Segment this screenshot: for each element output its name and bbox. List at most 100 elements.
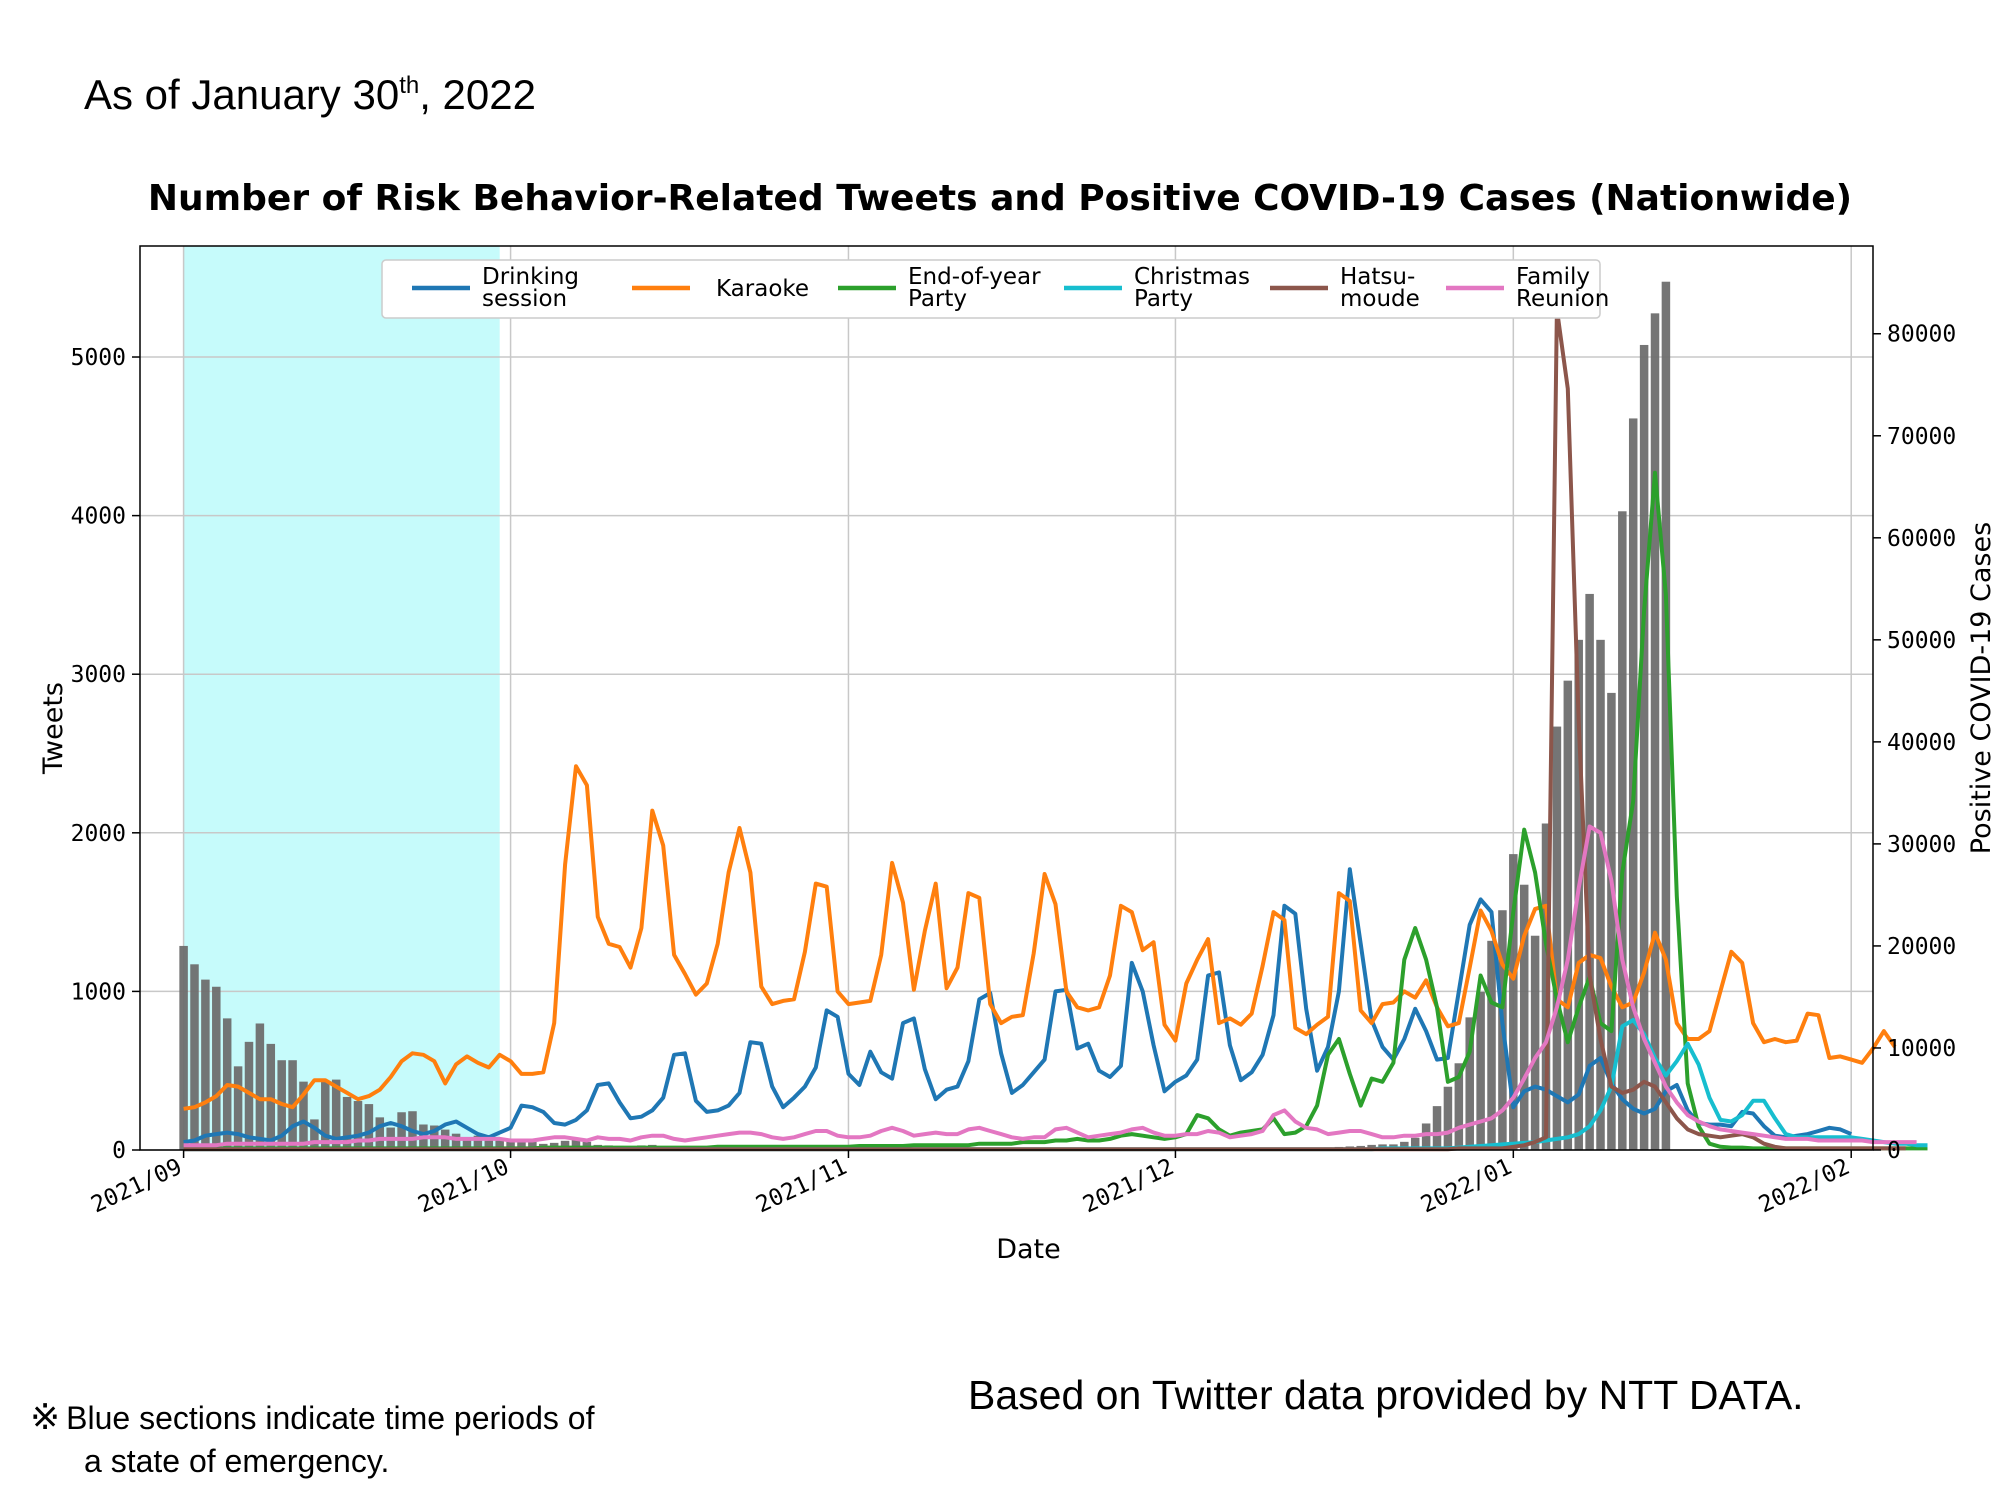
cases-bar (1487, 940, 1496, 1150)
cases-bar (1519, 884, 1529, 1150)
legend-box (381, 259, 1601, 319)
y2-tick-label: 50000 (1887, 628, 1956, 654)
legend-label: Hatsu- (1340, 264, 1415, 290)
cases-bar (1639, 344, 1649, 1150)
cases-bar (244, 1041, 254, 1150)
cases-bar (560, 1140, 570, 1150)
y2-axis-label: Positive COVID-19 Cases (1966, 522, 1997, 854)
y-tick-label: 0 (112, 1138, 126, 1164)
legend-label: moude (1340, 286, 1420, 312)
data-source-note: Based on Twitter data provided by NTT DA… (968, 1372, 1804, 1418)
legend-label: Drinking (482, 264, 579, 290)
x-axis-label: Date (996, 1234, 1061, 1265)
as-of-prefix: As of January 30 (84, 71, 400, 118)
cases-bar (506, 1140, 515, 1150)
note-line-2: a state of emergency. (84, 1442, 390, 1479)
cases-bar (201, 979, 210, 1150)
y-tick-label: 3000 (71, 662, 126, 688)
legend-label: Party (1134, 286, 1193, 312)
cases-bar (212, 986, 221, 1150)
cases-bar (1650, 313, 1660, 1151)
cases-bar (1454, 1063, 1464, 1150)
cases-bar (1400, 1141, 1409, 1150)
cases-bar (397, 1112, 406, 1150)
cases-bar (353, 1101, 363, 1150)
legend-label: Reunion (1516, 286, 1609, 312)
x-tick-label: 2022/02 (1755, 1154, 1854, 1219)
cases-bar (1432, 1106, 1442, 1150)
cases-bar (484, 1139, 494, 1150)
y-tick-label: 4000 (71, 504, 126, 530)
chart-title: Number of Risk Behavior-Related Tweets a… (147, 178, 1853, 219)
cases-bar (375, 1117, 385, 1150)
legend-label: Christmas (1134, 264, 1250, 290)
cases-bar (1661, 281, 1671, 1150)
cases-bar (495, 1138, 504, 1150)
x-tick-label: 2021/10 (414, 1154, 513, 1219)
x-tick-label: 2021/12 (1079, 1154, 1178, 1219)
cases-bar (233, 1066, 243, 1150)
y2-tick-label: 10000 (1887, 1036, 1956, 1062)
y2-tick-label: 30000 (1887, 832, 1956, 858)
cases-bar (190, 964, 199, 1150)
cases-bar (571, 1139, 581, 1150)
x-tick-label: 2021/11 (752, 1154, 851, 1219)
cases-bar (321, 1080, 330, 1150)
cases-bar (440, 1129, 450, 1150)
cases-bar (255, 1023, 265, 1150)
y-tick-label: 5000 (71, 345, 126, 371)
y2-tick-label: 70000 (1887, 424, 1956, 450)
cases-bar (1607, 692, 1616, 1150)
series-line-hatsumoude (183, 307, 1906, 1152)
legend-label: Family (1516, 264, 1590, 290)
y-tick-label: 1000 (71, 979, 126, 1005)
y2-tick-label: 20000 (1887, 934, 1956, 960)
cases-bar (331, 1079, 341, 1150)
plot-frame (139, 245, 1874, 1151)
cases-bar (1476, 991, 1485, 1150)
as-of-date: As of January 30th, 2022 (84, 70, 536, 120)
cases-bar (1421, 1123, 1431, 1150)
y-axis-label: Tweets (38, 682, 69, 775)
legend-label: Party (908, 286, 967, 312)
cases-bar (1552, 726, 1562, 1150)
as-of-superscript: th (399, 72, 420, 99)
emergency-note: ※ Blue sections indicate time periods of … (30, 1394, 594, 1482)
series-line-drinking-session (183, 867, 1852, 1145)
cases-bar (1509, 854, 1518, 1150)
cases-bar (528, 1141, 537, 1150)
cases-bar (462, 1137, 472, 1150)
cases-bar (364, 1104, 374, 1150)
cases-bar (266, 1043, 276, 1150)
y2-tick-label: 60000 (1887, 526, 1956, 552)
cases-bar (310, 1119, 319, 1150)
legend-label: End-of-year (908, 264, 1041, 290)
cases-bar (517, 1141, 526, 1150)
cases-bar (179, 945, 188, 1150)
x-tick-label: 2022/01 (1417, 1154, 1516, 1219)
series-line-karaoke (183, 764, 1897, 1111)
y2-tick-label: 0 (1887, 1138, 1901, 1164)
legend-label: Karaoke (716, 276, 809, 302)
y2-tick-label: 80000 (1887, 322, 1956, 348)
y-tick-label: 2000 (71, 821, 126, 847)
cases-bar (473, 1135, 483, 1150)
cases-bar (1618, 511, 1627, 1150)
emergency-period-shading (183, 246, 500, 1150)
cases-bar (1530, 935, 1540, 1150)
cases-bar (1465, 1017, 1474, 1150)
x-tick-label: 2021/09 (87, 1154, 186, 1219)
cases-bar (1596, 639, 1605, 1150)
y2-tick-label: 40000 (1887, 730, 1956, 756)
series-line-family-reunion (183, 824, 1917, 1148)
cases-bar (299, 1081, 308, 1150)
legend-label: session (482, 286, 567, 312)
cases-bar (1410, 1137, 1420, 1150)
as-of-suffix: , 2022 (419, 71, 536, 118)
cases-bar (1585, 593, 1594, 1150)
cases-bar (1563, 680, 1573, 1150)
note-line-1: Blue sections indicate time periods of (66, 1400, 595, 1436)
note-mark: ※ (30, 1396, 61, 1437)
cases-bar (1443, 1086, 1453, 1150)
